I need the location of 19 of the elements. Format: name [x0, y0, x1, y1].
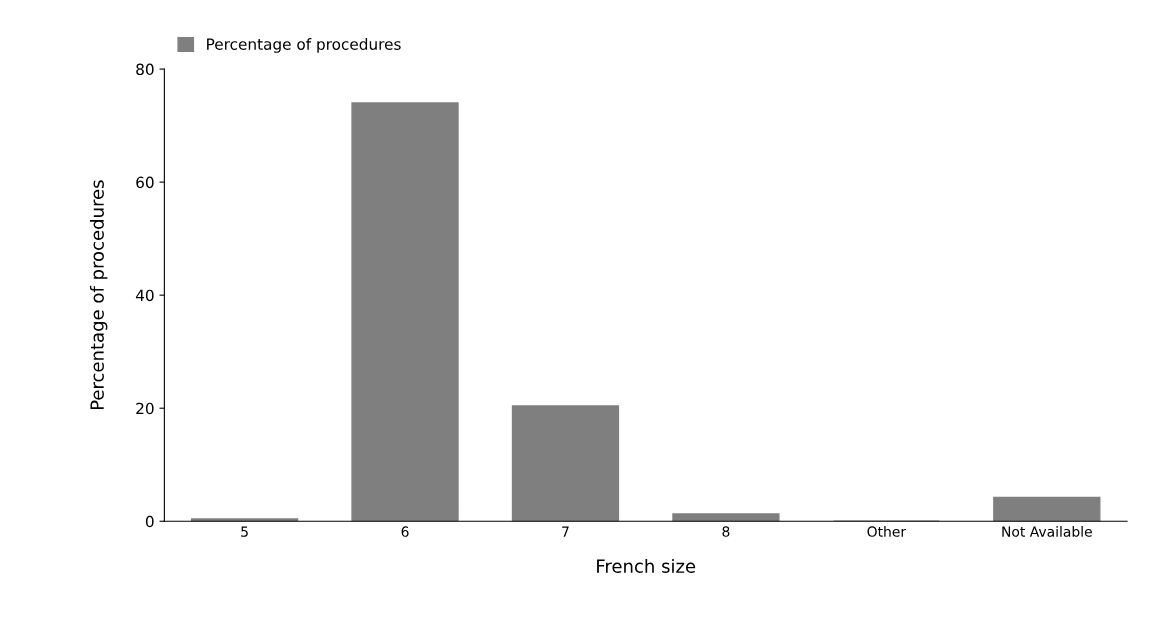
legend-label: Percentage of procedures [207, 38, 401, 53]
x-tick-label: Not Available [1002, 526, 1092, 537]
y-tick-label: 60 [136, 176, 154, 189]
y-tick-label: 80 [136, 63, 154, 76]
y-tick-label: 0 [145, 515, 154, 528]
bar [351, 102, 459, 522]
y-tick-label: 20 [136, 402, 154, 415]
x-tick-label: 7 [562, 526, 569, 537]
bar [190, 518, 299, 522]
bar [993, 496, 1101, 522]
x-tick-label: 5 [241, 526, 248, 537]
bar [511, 405, 620, 522]
bar [672, 513, 780, 522]
y-axis-title: Percentage of procedures [89, 180, 108, 410]
y-tick-label: 40 [135, 289, 154, 302]
x-axis-title: French size [597, 558, 696, 573]
x-tick-label: 8 [722, 526, 730, 537]
x-tick-label: 6 [401, 526, 409, 537]
x-tick-label: Other [867, 526, 907, 537]
